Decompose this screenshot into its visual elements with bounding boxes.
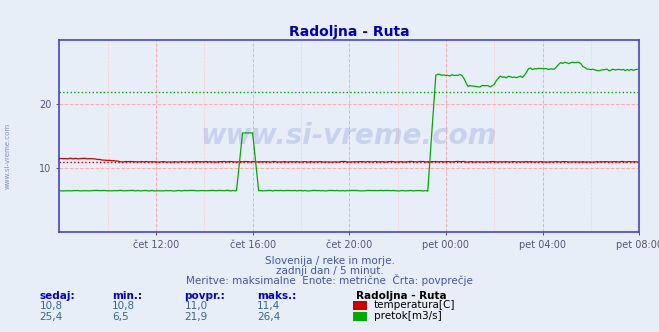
Text: 10,8: 10,8	[112, 301, 135, 311]
Text: 26,4: 26,4	[257, 312, 280, 322]
Text: temperatura[C]: temperatura[C]	[374, 300, 455, 310]
Text: www.si-vreme.com: www.si-vreme.com	[5, 123, 11, 189]
Text: min.:: min.:	[112, 291, 142, 301]
Text: Slovenija / reke in morje.: Slovenija / reke in morje.	[264, 256, 395, 266]
Text: 25,4: 25,4	[40, 312, 63, 322]
Text: maks.:: maks.:	[257, 291, 297, 301]
Text: www.si-vreme.com: www.si-vreme.com	[201, 122, 498, 150]
Text: povpr.:: povpr.:	[185, 291, 225, 301]
Text: sedaj:: sedaj:	[40, 291, 75, 301]
Text: 6,5: 6,5	[112, 312, 129, 322]
Text: Meritve: maksimalne  Enote: metrične  Črta: povprečje: Meritve: maksimalne Enote: metrične Črta…	[186, 274, 473, 286]
Text: pretok[m3/s]: pretok[m3/s]	[374, 311, 442, 321]
Title: Radoljna - Ruta: Radoljna - Ruta	[289, 25, 410, 39]
Text: zadnji dan / 5 minut.: zadnji dan / 5 minut.	[275, 266, 384, 276]
Text: 10,8: 10,8	[40, 301, 63, 311]
Text: 21,9: 21,9	[185, 312, 208, 322]
Text: 11,4: 11,4	[257, 301, 280, 311]
Text: Radoljna - Ruta: Radoljna - Ruta	[356, 291, 447, 301]
Text: 11,0: 11,0	[185, 301, 208, 311]
